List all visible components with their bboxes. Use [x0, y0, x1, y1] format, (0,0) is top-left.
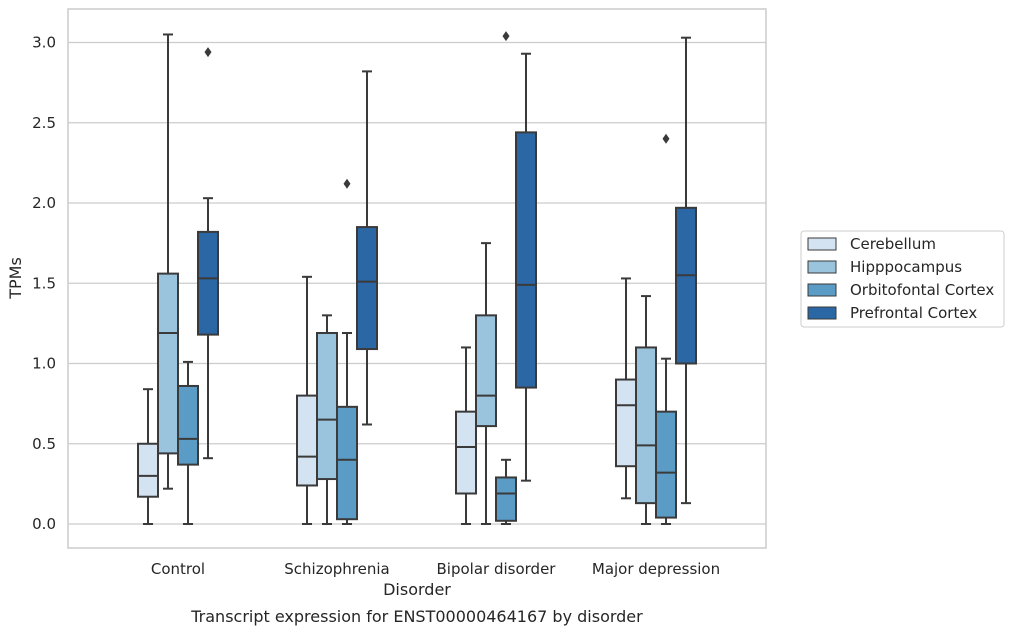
y-tick-labels: 0.0 0.5 1.0 1.5 2.0 2.5 3.0: [32, 34, 56, 534]
legend-label: Hipppocampus: [850, 258, 962, 276]
x-tick-label: Schizophrenia: [284, 560, 389, 578]
box-3-2: [515, 52, 537, 482]
box-2-2: [495, 31, 517, 525]
box-iqr: [635, 346, 657, 505]
legend: Cerebellum Hipppocampus Orbitofontal Corte…: [800, 230, 1005, 328]
box-3-3: [675, 36, 697, 505]
outlier-point: [343, 178, 351, 189]
box-iqr: [316, 332, 338, 481]
box-iqr: [356, 226, 378, 351]
outlier-point: [662, 133, 670, 144]
y-tick-label: 1.0: [32, 355, 56, 373]
y-tick-label: 0.5: [32, 435, 56, 453]
box-iqr: [137, 442, 159, 498]
y-tick-label: 0.0: [32, 515, 56, 533]
x-axis-label: Disorder: [383, 580, 451, 599]
box-iqr: [475, 314, 497, 428]
boxes: [137, 31, 697, 525]
y-tick-label: 2.0: [32, 194, 56, 212]
box-0-2: [455, 346, 477, 525]
legend-swatch: [807, 283, 837, 297]
y-tick-label: 2.5: [32, 114, 56, 132]
box-3-0: [197, 47, 219, 460]
box-3-1: [356, 70, 378, 426]
x-tick-labels: Control Schizophrenia Bipolar disorder Majo…: [151, 560, 720, 578]
legend-swatch: [807, 237, 837, 251]
box-2-1: [336, 178, 358, 525]
y-axis-label: TPMs: [6, 257, 25, 300]
box-2-0: [177, 360, 199, 525]
box-iqr: [177, 384, 199, 466]
box-iqr: [455, 410, 477, 495]
box-0-0: [137, 388, 159, 525]
box-1-0: [157, 33, 179, 490]
x-tick-label: Bipolar disorder: [437, 560, 557, 578]
box-iqr: [197, 230, 219, 336]
x-tick-label: Major depression: [592, 560, 720, 578]
box-2-3: [655, 133, 677, 525]
outlier-point: [502, 31, 510, 42]
legend-label: Cerebellum: [850, 235, 936, 253]
legend-swatch: [807, 306, 837, 320]
y-tick-label: 1.5: [32, 274, 56, 292]
box-1-2: [475, 242, 497, 525]
box-iqr: [615, 378, 637, 468]
box-iqr: [655, 410, 677, 519]
box-iqr: [336, 405, 358, 521]
box-iqr: [296, 394, 318, 487]
box-iqr: [675, 206, 697, 365]
box-iqr: [157, 272, 179, 455]
chart-caption: Transcript expression for ENST0000046416…: [190, 607, 643, 626]
legend-label: Prefrontal Cortex: [850, 304, 977, 322]
legend-swatch: [807, 260, 837, 274]
y-tick-label: 3.0: [32, 34, 56, 52]
legend-frame: [800, 230, 1005, 328]
box-iqr: [515, 131, 537, 389]
outlier-point: [204, 47, 212, 58]
box-iqr: [495, 476, 517, 522]
x-tick-label: Control: [151, 560, 205, 578]
plot-frame: [67, 8, 767, 549]
legend-label: Orbitofontal Cortex: [850, 281, 994, 299]
